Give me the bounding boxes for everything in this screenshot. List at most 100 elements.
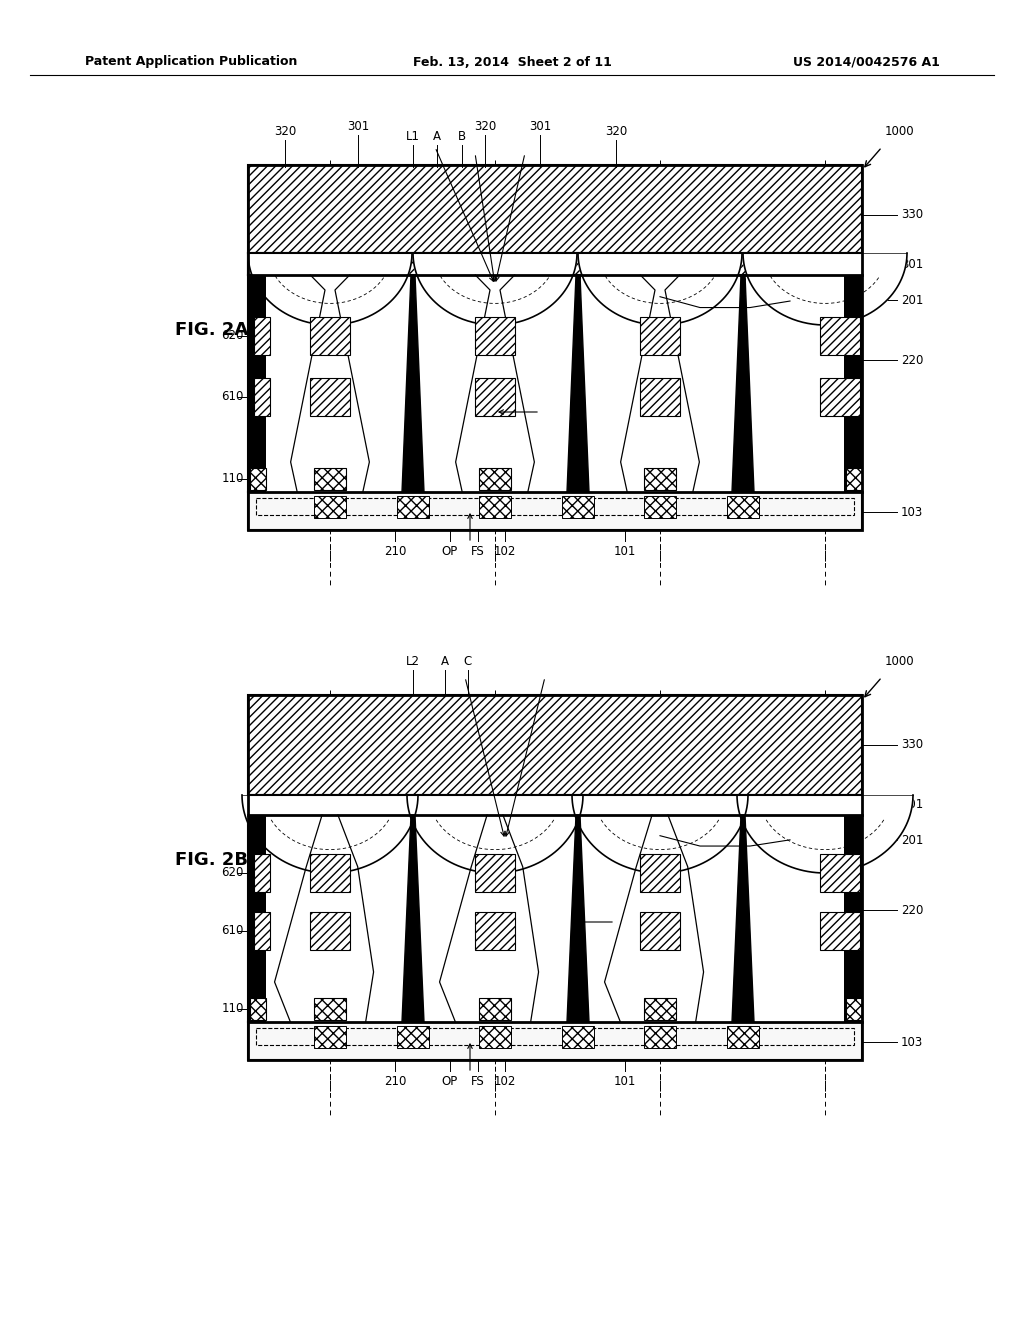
- Text: 103: 103: [901, 506, 924, 519]
- Polygon shape: [732, 814, 754, 1022]
- Bar: [248, 696, 862, 814]
- Bar: [644, 998, 676, 1020]
- Text: FIG. 2B: FIG. 2B: [175, 851, 248, 869]
- Bar: [475, 317, 515, 355]
- Text: 320: 320: [605, 125, 627, 139]
- Text: 620: 620: [221, 866, 244, 879]
- Bar: [479, 1026, 511, 1048]
- Bar: [256, 1028, 854, 1045]
- Text: Patent Application Publication: Patent Application Publication: [85, 55, 297, 69]
- Bar: [844, 814, 862, 1022]
- Text: C: C: [464, 655, 472, 668]
- Text: OP: OP: [442, 1074, 458, 1088]
- Bar: [310, 317, 350, 355]
- Text: 610: 610: [221, 389, 244, 403]
- Text: US 2014/0042576 A1: US 2014/0042576 A1: [794, 55, 940, 69]
- Text: FIG. 2A: FIG. 2A: [175, 321, 248, 339]
- Bar: [254, 317, 270, 355]
- Bar: [479, 998, 511, 1020]
- Text: 110: 110: [221, 473, 244, 486]
- Polygon shape: [407, 795, 583, 873]
- Bar: [256, 498, 854, 515]
- Text: A: A: [433, 129, 441, 143]
- Polygon shape: [732, 275, 754, 492]
- Bar: [397, 496, 429, 517]
- Bar: [640, 912, 680, 950]
- Bar: [475, 912, 515, 950]
- Text: 220: 220: [901, 354, 924, 367]
- Bar: [254, 912, 270, 950]
- Text: FS: FS: [471, 1074, 485, 1088]
- Bar: [266, 814, 410, 1022]
- Bar: [581, 275, 740, 492]
- Polygon shape: [578, 253, 742, 325]
- Bar: [248, 275, 862, 492]
- Polygon shape: [743, 253, 907, 325]
- Polygon shape: [248, 253, 412, 325]
- Text: Feb. 13, 2014  Sheet 2 of 11: Feb. 13, 2014 Sheet 2 of 11: [413, 55, 611, 69]
- Bar: [248, 275, 266, 492]
- Polygon shape: [572, 795, 748, 873]
- Bar: [397, 1026, 429, 1048]
- Text: 320: 320: [273, 125, 296, 139]
- Text: 101: 101: [613, 1074, 636, 1088]
- Text: L1: L1: [406, 129, 420, 143]
- Text: 1000: 1000: [885, 655, 914, 668]
- Text: 301: 301: [901, 257, 924, 271]
- Bar: [846, 998, 862, 1020]
- Text: 301: 301: [901, 799, 924, 812]
- Text: 102: 102: [494, 545, 516, 558]
- Text: L2: L2: [406, 655, 420, 668]
- Bar: [248, 696, 862, 1060]
- Text: 201: 201: [901, 833, 924, 846]
- Text: 210: 210: [384, 545, 407, 558]
- Bar: [562, 1026, 594, 1048]
- Bar: [562, 496, 594, 517]
- Bar: [846, 469, 862, 490]
- Text: 301: 301: [347, 120, 369, 133]
- Polygon shape: [242, 795, 418, 873]
- Bar: [746, 814, 844, 1022]
- Bar: [416, 275, 575, 492]
- Bar: [310, 378, 350, 416]
- Bar: [314, 469, 346, 490]
- Bar: [844, 275, 862, 492]
- Bar: [475, 854, 515, 892]
- Bar: [250, 469, 266, 490]
- Bar: [644, 1026, 676, 1048]
- Bar: [479, 469, 511, 490]
- Polygon shape: [567, 275, 589, 492]
- Text: 1000: 1000: [885, 125, 914, 139]
- Bar: [248, 492, 862, 531]
- Bar: [248, 165, 862, 275]
- Bar: [314, 998, 346, 1020]
- Bar: [310, 912, 350, 950]
- Bar: [479, 496, 511, 517]
- Bar: [820, 317, 860, 355]
- Bar: [820, 912, 860, 950]
- Text: FS: FS: [471, 545, 485, 558]
- Bar: [314, 496, 346, 517]
- Bar: [254, 378, 270, 416]
- Text: 330: 330: [901, 209, 923, 222]
- Bar: [820, 378, 860, 416]
- Bar: [644, 469, 676, 490]
- Polygon shape: [567, 814, 589, 1022]
- Text: 210: 210: [384, 1074, 407, 1088]
- Bar: [254, 854, 270, 892]
- Bar: [640, 317, 680, 355]
- Polygon shape: [402, 814, 424, 1022]
- Bar: [248, 1022, 862, 1060]
- Polygon shape: [402, 275, 424, 492]
- Text: B: B: [458, 129, 466, 143]
- Bar: [746, 275, 844, 492]
- Text: 101: 101: [613, 545, 636, 558]
- Polygon shape: [737, 795, 913, 873]
- Bar: [640, 854, 680, 892]
- Text: 220: 220: [901, 903, 924, 916]
- Text: 103: 103: [901, 1035, 924, 1048]
- Text: OP: OP: [442, 545, 458, 558]
- Bar: [248, 814, 862, 1022]
- Text: 301: 301: [528, 120, 551, 133]
- Text: 201: 201: [901, 293, 924, 306]
